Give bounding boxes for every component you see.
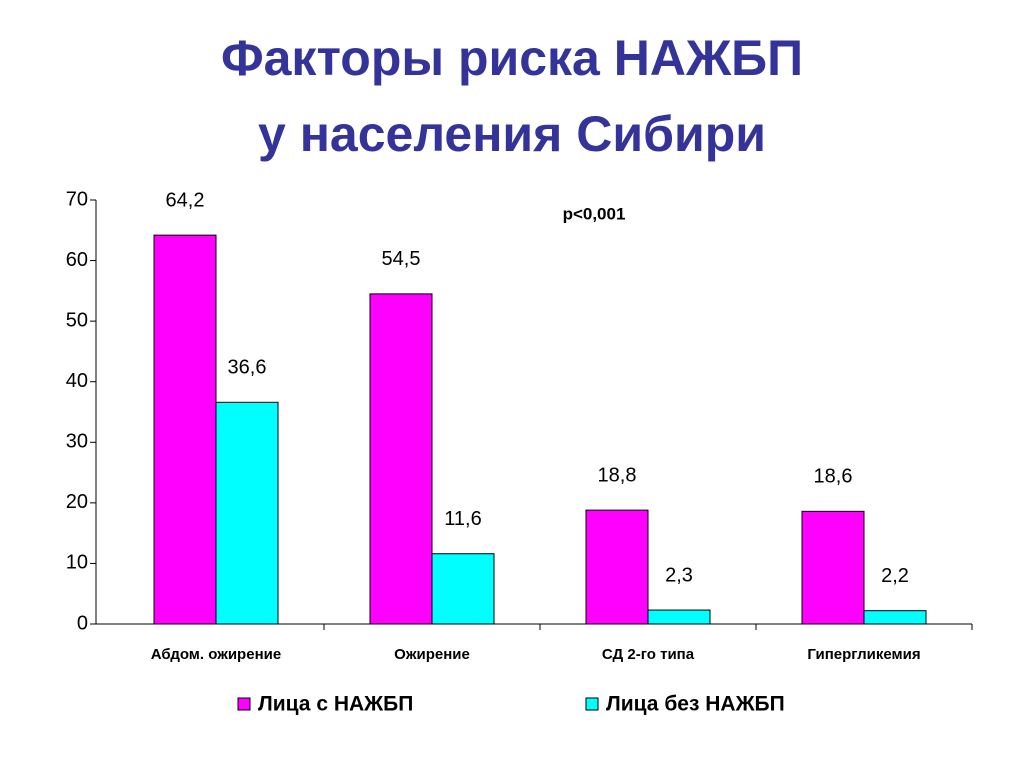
bar: [431, 553, 495, 625]
value-label: 64,2: [166, 189, 205, 211]
bar: [153, 234, 217, 625]
x-tick-label: Гипергликемия: [807, 646, 920, 663]
legend-swatch: [237, 697, 251, 711]
value-label: 2,3: [665, 564, 693, 586]
bar: [369, 293, 433, 625]
y-tick-label: 0: [77, 612, 88, 634]
bar: [863, 610, 927, 625]
chart-title: Факторы риска НАЖБП: [221, 30, 803, 86]
legend-swatch: [585, 697, 599, 711]
value-label: 11,6: [444, 508, 481, 530]
value-label: 18,6: [814, 466, 853, 488]
value-label: 18,8: [598, 464, 637, 486]
y-tick-label: 60: [66, 249, 88, 271]
bar: [647, 609, 711, 625]
annotation: p<0,001: [563, 204, 626, 223]
bar: [585, 509, 649, 625]
chart-title: у населения Сибири: [258, 106, 766, 162]
y-tick-label: 10: [66, 552, 88, 574]
x-tick-label: СД 2-го типа: [602, 646, 695, 663]
value-label: 36,6: [228, 357, 267, 379]
y-tick-label: 30: [66, 431, 88, 453]
y-tick-label: 20: [66, 491, 88, 513]
bar: [215, 401, 279, 625]
y-tick-label: 40: [66, 370, 88, 392]
legend-label: Лица без НАЖБП: [606, 693, 785, 716]
bar: [801, 510, 865, 625]
y-tick-label: 50: [66, 309, 88, 331]
value-label: 2,2: [881, 565, 909, 587]
legend-label: Лица с НАЖБП: [258, 693, 413, 716]
x-tick-label: Абдом. ожирение: [151, 646, 281, 663]
y-tick-label: 70: [66, 188, 88, 210]
value-label: 54,5: [382, 248, 421, 270]
x-tick-label: Ожирение: [394, 646, 470, 663]
